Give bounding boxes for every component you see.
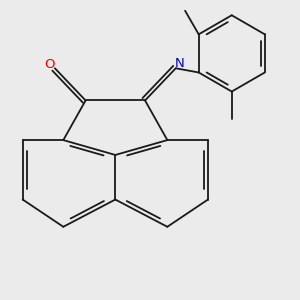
Text: N: N — [175, 57, 184, 70]
Text: O: O — [45, 58, 55, 71]
